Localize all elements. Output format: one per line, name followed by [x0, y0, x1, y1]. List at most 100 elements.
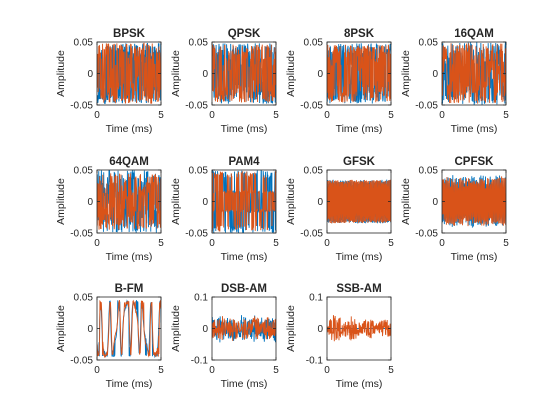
x-axis-label: Time (ms): [221, 123, 268, 135]
subplot-title: QPSK: [228, 28, 261, 40]
x-tick-label: 0: [324, 238, 330, 249]
y-tick-label: 0: [87, 324, 93, 335]
y-tick-label: 0.05: [74, 293, 94, 304]
x-axis-label: Time (ms): [106, 378, 153, 390]
y-tick-label: -0.05: [300, 229, 323, 240]
series-line-2: [97, 173, 161, 231]
series-line-2: [212, 171, 276, 232]
y-tick-label: 0: [432, 197, 438, 208]
y-tick-label: 0.05: [419, 166, 439, 177]
y-tick-label: 0: [202, 324, 208, 335]
series-line-2: [327, 44, 391, 103]
series-line-2: [97, 299, 161, 359]
x-tick-label: 0: [94, 365, 100, 376]
x-tick-label: 5: [273, 365, 279, 376]
y-tick-label: 0.05: [189, 38, 209, 49]
series-line-2: [442, 176, 506, 227]
subplot-title: DSB-AM: [221, 283, 267, 295]
y-tick-label: -0.1: [191, 356, 209, 367]
y-tick-label: 0.05: [74, 166, 94, 177]
y-axis-label: Amplitude: [55, 178, 67, 225]
y-axis-label: Amplitude: [55, 305, 67, 352]
x-tick-label: 0: [439, 238, 445, 249]
series-line-2: [327, 315, 391, 342]
subplot-title: CPFSK: [455, 156, 495, 168]
y-tick-label: -0.05: [185, 101, 208, 112]
x-axis-label: Time (ms): [106, 123, 153, 135]
y-axis-label: Amplitude: [285, 178, 297, 225]
series-line-2: [212, 44, 276, 103]
x-tick-label: 0: [209, 365, 215, 376]
x-tick-label: 0: [324, 365, 330, 376]
y-tick-label: -0.05: [185, 229, 208, 240]
x-tick-label: 5: [503, 238, 509, 249]
x-tick-label: 0: [94, 110, 100, 121]
x-tick-label: 5: [388, 238, 394, 249]
x-tick-label: 0: [439, 110, 445, 121]
x-tick-label: 5: [503, 110, 509, 121]
y-tick-label: -0.05: [415, 229, 438, 240]
x-axis-label: Time (ms): [221, 378, 268, 390]
y-axis-label: Amplitude: [400, 50, 412, 97]
y-axis-label: Amplitude: [285, 50, 297, 97]
x-tick-label: 5: [273, 110, 279, 121]
subplot-title: B-FM: [115, 283, 144, 295]
y-tick-label: 0: [87, 69, 93, 80]
x-tick-label: 5: [388, 365, 394, 376]
x-tick-label: 0: [94, 238, 100, 249]
x-tick-label: 5: [158, 365, 164, 376]
y-tick-label: 0.05: [189, 166, 209, 177]
y-tick-label: 0.05: [74, 38, 94, 49]
x-axis-label: Time (ms): [451, 123, 498, 135]
x-axis-label: Time (ms): [451, 251, 498, 263]
y-tick-label: 0: [432, 69, 438, 80]
y-tick-label: 0.05: [304, 38, 324, 49]
x-tick-label: 5: [158, 238, 164, 249]
series-line-2: [327, 179, 391, 224]
series-line-2: [442, 43, 506, 104]
subplot-title: BPSK: [113, 28, 146, 40]
x-axis-label: Time (ms): [336, 123, 383, 135]
subplot-title: 64QAM: [109, 156, 149, 168]
y-tick-label: 0: [317, 197, 323, 208]
y-tick-label: 0: [317, 69, 323, 80]
y-axis-label: Amplitude: [55, 50, 67, 97]
x-tick-label: 0: [324, 110, 330, 121]
subplot-title: 8PSK: [344, 28, 375, 40]
x-axis-label: Time (ms): [221, 251, 268, 263]
y-tick-label: 0.05: [419, 38, 439, 49]
x-tick-label: 5: [158, 110, 164, 121]
y-axis-label: Amplitude: [170, 50, 182, 97]
y-axis-label: Amplitude: [400, 178, 412, 225]
y-tick-label: -0.05: [300, 101, 323, 112]
y-tick-label: -0.05: [70, 356, 93, 367]
x-axis-label: Time (ms): [106, 251, 153, 263]
x-axis-label: Time (ms): [336, 378, 383, 390]
y-axis-label: Amplitude: [170, 178, 182, 225]
y-tick-label: -0.1: [306, 356, 324, 367]
y-tick-label: 0: [317, 324, 323, 335]
y-tick-label: 0: [202, 69, 208, 80]
x-axis-label: Time (ms): [336, 251, 383, 263]
y-tick-label: -0.05: [70, 229, 93, 240]
y-tick-label: 0.1: [194, 293, 208, 304]
y-tick-label: 0.05: [304, 166, 324, 177]
subplot-title: SSB-AM: [336, 283, 381, 295]
y-tick-label: -0.05: [70, 101, 93, 112]
y-tick-label: 0: [87, 197, 93, 208]
y-tick-label: 0.1: [309, 293, 323, 304]
x-tick-label: 0: [209, 238, 215, 249]
x-tick-label: 0: [209, 110, 215, 121]
